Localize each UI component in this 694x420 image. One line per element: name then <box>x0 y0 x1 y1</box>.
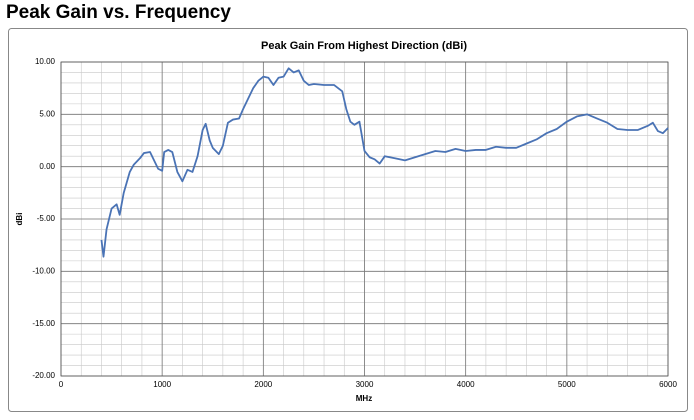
y-tick-label: -15.00 <box>32 319 55 328</box>
plot-border <box>60 61 669 377</box>
x-tick-label: 2000 <box>254 380 272 389</box>
y-tick-label: 10.00 <box>35 57 56 66</box>
y-tick-label: -10.00 <box>32 266 55 275</box>
chart-frame <box>8 28 688 412</box>
x-axis-label: MHz <box>356 394 372 403</box>
y-tick-label: -20.00 <box>32 371 55 380</box>
y-axis-label: dBi <box>15 213 24 226</box>
y-tick-label: -5.00 <box>37 214 56 223</box>
y-tick-label: 5.00 <box>39 109 55 118</box>
page-title: Peak Gain vs. Frequency <box>6 2 231 23</box>
x-tick-label: 0 <box>59 380 64 389</box>
x-tick-label: 6000 <box>659 380 677 389</box>
y-tick-label: 0.00 <box>39 162 55 171</box>
chart-title: Peak Gain From Highest Direction (dBi) <box>261 40 467 52</box>
x-tick-label: 4000 <box>457 380 475 389</box>
data-line <box>100 67 669 258</box>
x-tick-label: 5000 <box>558 380 576 389</box>
x-tick-label: 1000 <box>153 380 171 389</box>
x-tick-label: 3000 <box>356 380 374 389</box>
